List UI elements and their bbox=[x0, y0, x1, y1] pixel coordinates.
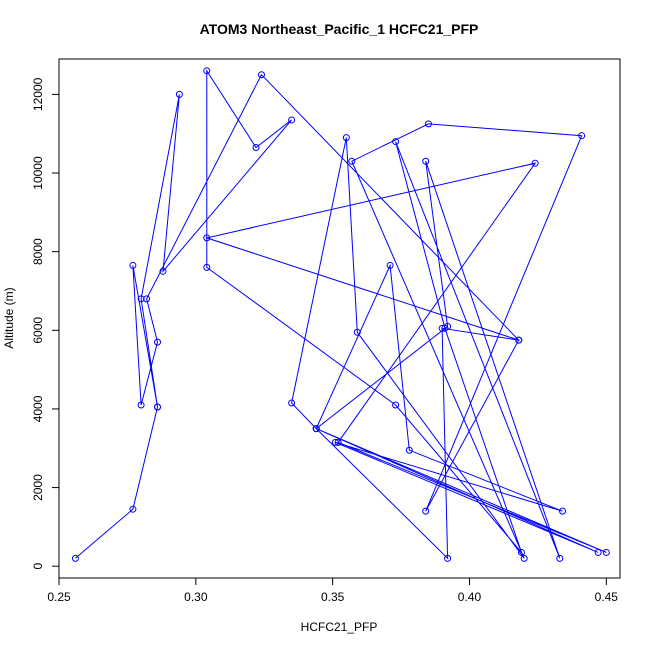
data-point bbox=[203, 234, 211, 242]
data-point bbox=[424, 120, 432, 128]
data-point bbox=[175, 90, 183, 98]
data-point bbox=[531, 159, 539, 167]
data-point bbox=[342, 134, 350, 142]
data-point bbox=[331, 438, 339, 446]
data-point bbox=[438, 324, 446, 332]
data-point bbox=[556, 554, 564, 562]
y-tick-label: 10000 bbox=[31, 156, 45, 190]
data-point bbox=[578, 132, 586, 140]
x-tick-label: 0.30 bbox=[184, 590, 208, 604]
data-point bbox=[203, 67, 211, 75]
data-point bbox=[405, 446, 413, 454]
data-point bbox=[444, 554, 452, 562]
data-point bbox=[129, 505, 137, 513]
data-point bbox=[154, 338, 162, 346]
x-axis-label: HCFC21_PFP bbox=[301, 620, 378, 634]
data-point bbox=[515, 336, 523, 344]
data-point bbox=[312, 425, 320, 433]
data-point bbox=[71, 554, 79, 562]
data-point bbox=[517, 548, 525, 556]
data-point bbox=[392, 401, 400, 409]
data-point bbox=[288, 399, 296, 407]
data-point bbox=[386, 261, 394, 269]
data-point bbox=[258, 71, 266, 79]
data-point bbox=[422, 157, 430, 165]
data-point bbox=[137, 295, 145, 303]
data-point bbox=[422, 507, 430, 515]
data-point bbox=[392, 138, 400, 146]
y-tick-label: 0 bbox=[31, 563, 45, 570]
x-tick-label: 0.45 bbox=[595, 590, 619, 604]
data-point bbox=[353, 328, 361, 336]
x-tick-label: 0.25 bbox=[47, 590, 71, 604]
data-point bbox=[154, 403, 162, 411]
data-point bbox=[143, 295, 151, 303]
data-point bbox=[288, 116, 296, 124]
x-tick-label: 0.40 bbox=[458, 590, 482, 604]
data-point bbox=[602, 548, 610, 556]
data-point bbox=[334, 438, 342, 446]
y-axis-label: Altitude (m) bbox=[2, 287, 16, 348]
x-tick-label: 0.35 bbox=[321, 590, 345, 604]
series-line bbox=[75, 69, 607, 560]
data-point bbox=[348, 157, 356, 165]
x-axis: 0.25 0.30 0.35 0.40 0.45 bbox=[47, 577, 619, 604]
data-point bbox=[203, 263, 211, 271]
series-points bbox=[71, 67, 610, 562]
data-point bbox=[594, 548, 602, 556]
series-polyline bbox=[75, 69, 607, 560]
chart-title: ATOM3 Northeast_Pacific_1 HCFC21_PFP bbox=[200, 21, 479, 37]
data-point bbox=[129, 261, 137, 269]
data-point bbox=[520, 554, 528, 562]
y-tick-label: 12000 bbox=[31, 77, 45, 111]
y-tick-label: 2000 bbox=[31, 474, 45, 501]
y-tick-label: 4000 bbox=[31, 395, 45, 422]
data-point bbox=[159, 267, 167, 275]
y-tick-label: 6000 bbox=[31, 317, 45, 344]
y-axis: 0 2000 4000 6000 8000 10000 12000 bbox=[31, 77, 60, 570]
y-tick-label: 8000 bbox=[31, 238, 45, 265]
data-point bbox=[252, 143, 260, 151]
data-point bbox=[559, 507, 567, 515]
data-point bbox=[137, 401, 145, 409]
